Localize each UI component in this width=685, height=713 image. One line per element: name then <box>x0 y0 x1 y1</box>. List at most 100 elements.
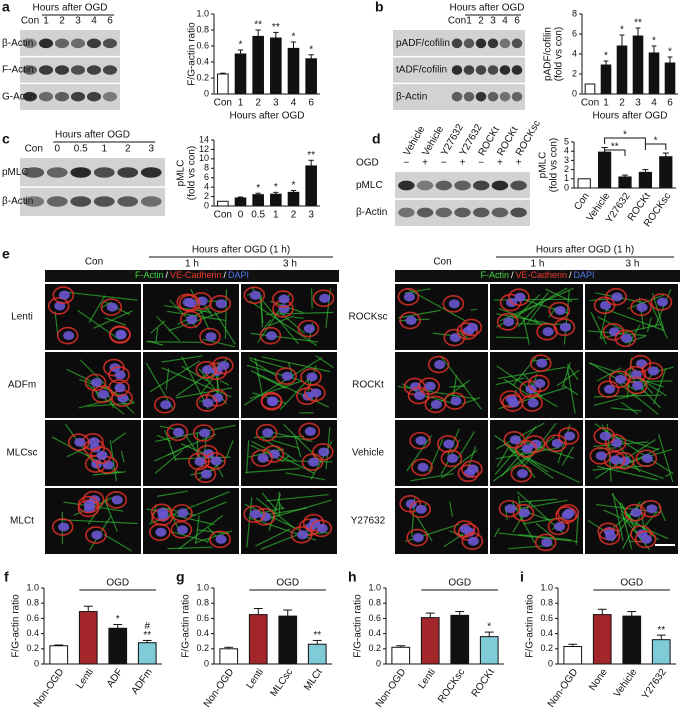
cell-junction <box>96 456 119 474</box>
actin-fiber <box>268 315 295 327</box>
x-tick-label: 0 <box>238 210 244 221</box>
actin-fiber <box>161 355 203 363</box>
band <box>463 91 475 102</box>
blot-header: Hours after OGD <box>55 130 130 141</box>
y-axis-label: (fold vs con) <box>554 27 565 81</box>
ogd-sign: − <box>478 158 484 169</box>
nucleus <box>448 299 460 309</box>
actin-fiber <box>285 472 325 481</box>
y-tick-label: 2 <box>564 164 569 174</box>
panel-letter: a <box>2 0 10 15</box>
y-tick-label: 14 <box>199 134 209 144</box>
group-label: OGD <box>620 578 643 589</box>
bar <box>78 611 98 665</box>
nucleus <box>194 456 206 466</box>
nucleus <box>160 400 172 410</box>
ogd-sign: + <box>422 158 428 169</box>
actin-fiber <box>406 287 466 322</box>
significance: * <box>274 182 278 193</box>
cell-junction <box>105 491 128 509</box>
nucleus <box>459 524 471 534</box>
y-tick-label: 12 <box>199 144 209 154</box>
band <box>70 65 86 75</box>
actin-fiber <box>440 355 482 410</box>
nucleus <box>196 296 208 306</box>
band <box>70 196 92 207</box>
bar <box>305 58 317 95</box>
nucleus <box>415 504 427 514</box>
cell-junction <box>597 380 620 398</box>
y-tick-label: 1.0 <box>26 582 39 592</box>
stain-separator: / <box>224 270 227 280</box>
bar <box>651 639 671 665</box>
cell-junction <box>411 458 433 477</box>
actin-fiber <box>518 499 568 510</box>
significance: * <box>604 51 608 62</box>
cell-junction <box>310 519 333 538</box>
band <box>38 91 54 102</box>
nucleus <box>102 460 114 470</box>
nucleus <box>177 508 189 518</box>
cell-junction <box>528 374 550 393</box>
actin-fiber <box>545 288 573 303</box>
band <box>499 91 511 102</box>
bar <box>287 191 300 207</box>
y-tick-label: 0.8 <box>196 24 209 34</box>
band <box>475 91 487 102</box>
actin-fiber <box>87 383 125 415</box>
nucleus <box>176 525 188 535</box>
nucleus <box>621 333 633 343</box>
actin-fiber <box>283 423 323 463</box>
actin-fiber <box>282 455 290 461</box>
actin-fiber <box>207 527 216 537</box>
column-header: Hours after OGD (1 h) <box>192 245 290 256</box>
nucleus <box>434 360 446 370</box>
cell-junction <box>100 298 123 316</box>
actin-fiber <box>255 528 291 547</box>
row-label: β-Actin <box>396 91 427 102</box>
nucleus <box>542 327 554 337</box>
band <box>472 207 490 218</box>
band <box>499 65 511 75</box>
nucleus <box>509 435 521 445</box>
bar <box>450 614 470 665</box>
cell-junction <box>251 449 273 467</box>
x-tick-label: MLCsc <box>269 667 296 699</box>
significance: ** <box>143 630 151 641</box>
cell-junction <box>598 527 621 546</box>
actin-fiber <box>515 294 541 318</box>
lane-label: 4 <box>91 16 97 27</box>
actin-fiber <box>202 338 235 348</box>
bar <box>305 165 317 207</box>
y-tick-label: 0.2 <box>196 643 209 653</box>
band <box>451 38 463 49</box>
actin-fiber <box>147 340 164 346</box>
x-tick-label: 4 <box>291 98 297 109</box>
nucleus <box>63 331 75 341</box>
cell-junction <box>243 505 266 523</box>
x-tick-label: 1 <box>238 98 244 109</box>
x-tick-label: Con <box>581 98 599 109</box>
band <box>463 65 475 75</box>
nucleus <box>424 381 436 391</box>
actin-fiber <box>512 356 537 386</box>
bar <box>577 178 591 189</box>
band <box>451 65 463 75</box>
nucleus <box>267 397 279 407</box>
y-axis-label: F/G-actin ratio <box>181 594 192 658</box>
cell-junction <box>153 395 176 414</box>
cell-junction <box>52 286 75 304</box>
x-tick-label: Lenti <box>74 667 95 691</box>
actin-fiber <box>406 435 433 472</box>
bar <box>217 73 229 95</box>
band <box>511 65 523 75</box>
actin-fiber <box>155 328 159 343</box>
cell-junction <box>51 518 74 536</box>
cell-junction <box>166 423 189 442</box>
actin-fiber <box>77 309 120 341</box>
actin-fiber <box>250 332 319 343</box>
nucleus <box>91 530 103 540</box>
cell-junction <box>557 427 580 445</box>
actin-fiber <box>518 498 557 503</box>
stain-name: DAPI <box>574 270 595 280</box>
